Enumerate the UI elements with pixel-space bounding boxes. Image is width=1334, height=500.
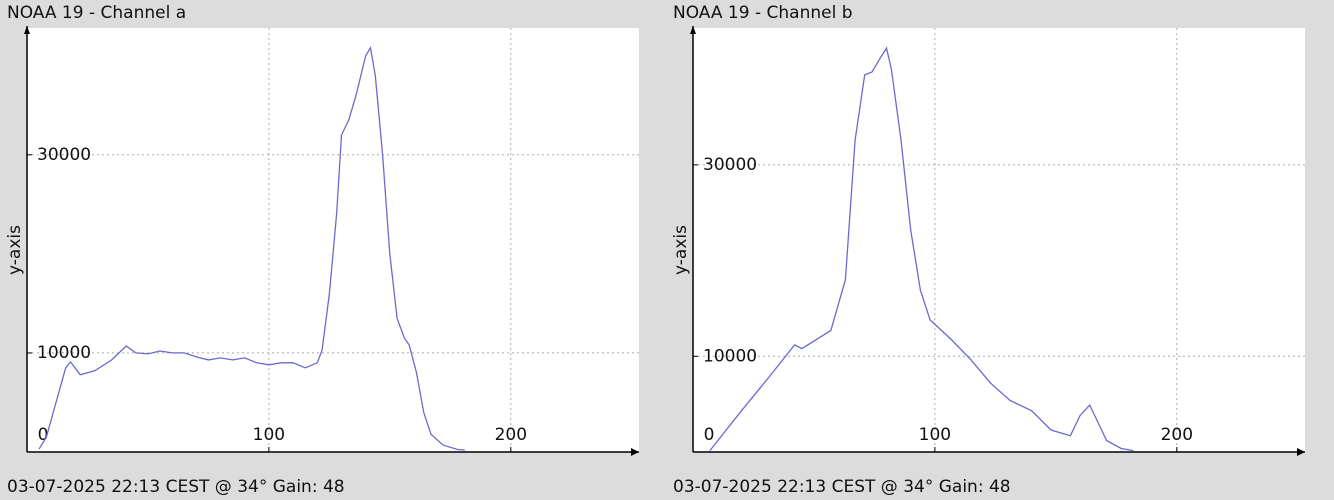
x-tick-label: 0 bbox=[38, 425, 49, 445]
axis-arrow bbox=[1297, 448, 1305, 456]
y-tick-label: 30000 bbox=[703, 155, 757, 175]
data-line bbox=[38, 45, 465, 451]
y-tick-label: 10000 bbox=[37, 343, 91, 363]
footer: 03-07-2025 22:13 CEST @ 34° Gain: 48 bbox=[7, 477, 345, 497]
plot-area bbox=[693, 28, 1305, 452]
y-axis-label: y-axis bbox=[671, 225, 691, 275]
x-tick-label: 200 bbox=[1161, 425, 1193, 445]
footer: 03-07-2025 22:13 CEST @ 34° Gain: 48 bbox=[673, 477, 1011, 497]
axis-arrow bbox=[690, 26, 696, 34]
plot-area bbox=[27, 28, 639, 452]
data-line bbox=[709, 46, 1134, 452]
x-tick-label: 0 bbox=[704, 425, 715, 445]
x-tick-label: 100 bbox=[253, 425, 285, 445]
x-tick-label: 200 bbox=[495, 425, 527, 445]
y-axis-label: y-axis bbox=[5, 225, 25, 275]
chart-title: NOAA 19 - Channel a bbox=[7, 3, 186, 23]
y-tick-label: 30000 bbox=[37, 145, 91, 165]
y-tick-label: 10000 bbox=[703, 346, 757, 366]
axis-arrow bbox=[631, 448, 639, 456]
x-tick-label: 100 bbox=[919, 425, 951, 445]
chart-title: NOAA 19 - Channel b bbox=[673, 3, 853, 23]
axis-arrow bbox=[24, 26, 30, 34]
